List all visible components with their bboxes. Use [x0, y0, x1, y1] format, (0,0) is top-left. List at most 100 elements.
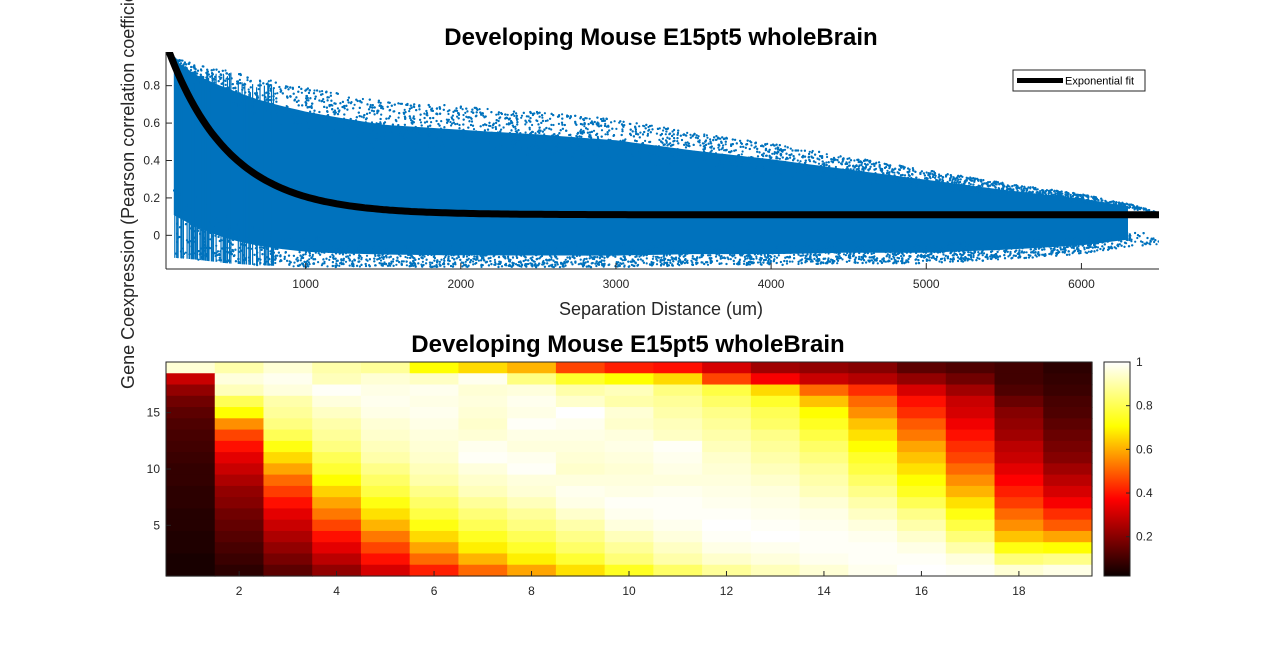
scatter-point: [808, 150, 811, 153]
scatter-point: [1007, 255, 1010, 258]
scatter-point: [406, 256, 409, 259]
scatter-point: [864, 245, 867, 248]
scatter-point: [800, 149, 803, 152]
scatter-point: [268, 95, 271, 98]
scatter-point: [755, 255, 758, 258]
scatter-point: [988, 180, 992, 184]
scatter-point: [447, 249, 450, 252]
scatter-point: [834, 176, 838, 179]
scatter-point: [799, 160, 802, 163]
scatter-point: [665, 254, 668, 257]
scatter-point: [893, 171, 896, 174]
scatter-point: [818, 158, 821, 161]
scatter-point: [555, 140, 558, 144]
scatter-point: [1141, 241, 1144, 244]
scatter-point: [829, 251, 832, 254]
scatter-point: [461, 265, 464, 268]
scatter-point: [994, 186, 997, 189]
scatter-point: [604, 150, 607, 153]
scatter-point: [621, 128, 624, 131]
scatter-point: [632, 156, 635, 160]
scatter-point: [303, 241, 306, 244]
scatter-point: [586, 128, 589, 131]
scatter-point: [412, 248, 415, 251]
scatter-point: [741, 150, 744, 153]
scatter-point: [369, 103, 372, 107]
scatter-point: [911, 178, 914, 181]
scatter-point: [658, 127, 661, 130]
scatter-point: [697, 246, 700, 249]
scatter-point: [450, 254, 453, 257]
scatter-point: [474, 130, 477, 134]
scatter-point: [470, 253, 473, 256]
scatter-point: [358, 128, 362, 131]
scatter-point: [692, 159, 696, 163]
scatter-point: [630, 159, 633, 162]
scatter-point: [1084, 251, 1087, 254]
scatter-point: [350, 251, 353, 254]
scatter-point: [397, 116, 400, 119]
scatter-point: [837, 161, 841, 164]
scatter-point: [926, 259, 930, 262]
scatter-point: [506, 245, 509, 248]
scatter-point: [841, 168, 845, 171]
scatter-point: [472, 252, 476, 255]
scatter-point: [308, 258, 311, 261]
scatter-point: [392, 248, 395, 251]
scatter-point: [452, 118, 455, 121]
scatter-point: [1113, 200, 1116, 203]
scatter-point: [1130, 240, 1133, 243]
scatter-point: [742, 262, 746, 265]
scatter-point: [484, 249, 487, 252]
scatter-point: [402, 135, 405, 139]
scatter-point: [315, 117, 318, 120]
scatter-point: [385, 263, 388, 266]
scatter-point: [662, 126, 666, 129]
scatter-point: [621, 249, 624, 252]
scatter-point: [766, 162, 770, 166]
scatter-point: [789, 156, 792, 159]
scatter-point: [720, 255, 723, 258]
scatter-point: [723, 257, 727, 260]
scatter-point: [541, 250, 545, 253]
scatter-point: [761, 158, 764, 161]
scatter-point: [991, 242, 995, 245]
scatter-point: [1050, 244, 1053, 247]
scatter-point: [233, 232, 236, 235]
scatter-point: [838, 175, 841, 178]
scatter-point: [823, 168, 827, 171]
scatter-point: [322, 98, 325, 101]
scatter-point: [531, 123, 534, 127]
scatter-point: [368, 145, 371, 148]
scatter-point: [514, 263, 518, 266]
scatter-point: [884, 181, 888, 184]
scatter-point: [886, 169, 889, 172]
scatter-point: [759, 242, 762, 245]
scatter-point: [447, 112, 450, 116]
scatter-point: [1134, 240, 1137, 243]
scatter-point: [317, 252, 320, 255]
scatter-point: [448, 243, 451, 246]
scatter-point: [402, 260, 405, 263]
scatter-point: [1022, 187, 1025, 190]
scatter-point: [552, 266, 556, 269]
scatter-point: [792, 242, 796, 245]
scatter-point: [586, 253, 589, 256]
scatter-point: [956, 187, 959, 190]
scatter-point: [921, 259, 925, 262]
scatter-point: [587, 264, 590, 267]
scatter-point: [494, 244, 497, 247]
scatter-point: [1065, 236, 1068, 239]
scatter-point: [935, 257, 938, 260]
scatter-point: [709, 138, 712, 141]
scatter-point: [816, 246, 819, 249]
scatter-point: [619, 139, 622, 142]
scatter-point: [503, 242, 506, 245]
scatter-point: [951, 183, 954, 186]
scatter-point: [246, 79, 249, 82]
scatter-point: [335, 262, 338, 265]
scatter-point: [717, 146, 720, 149]
scatter-point: [856, 261, 859, 264]
scatter-point: [817, 162, 821, 165]
scatter-point: [274, 245, 277, 248]
